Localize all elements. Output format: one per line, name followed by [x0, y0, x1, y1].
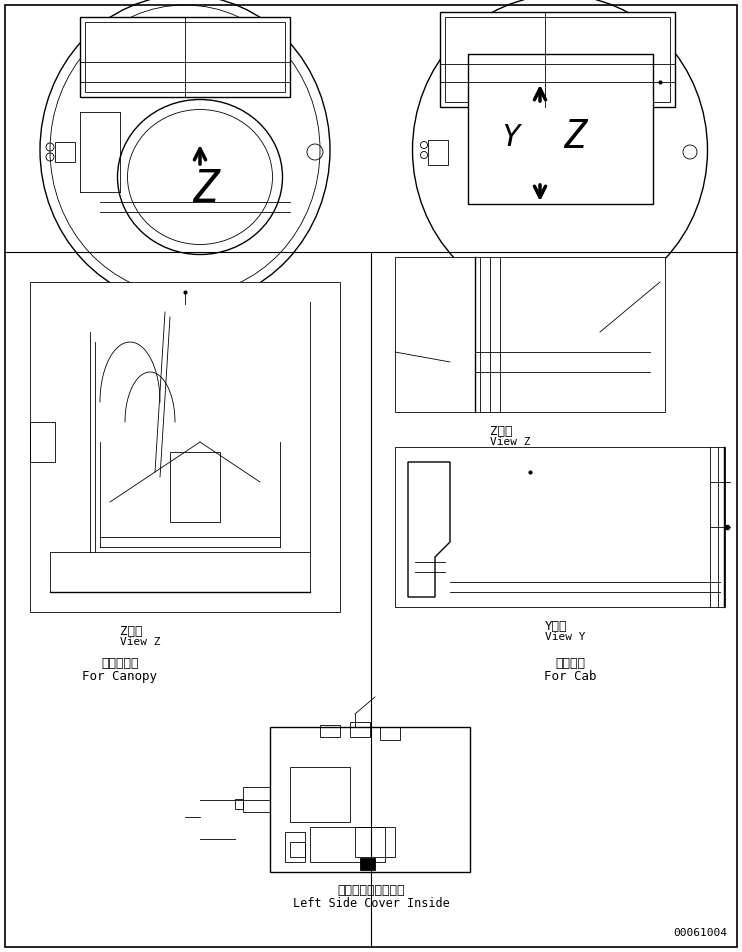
Bar — [30, 282, 340, 612]
Bar — [270, 727, 470, 872]
Bar — [355, 827, 395, 857]
Bar — [360, 858, 375, 870]
Bar — [440, 12, 675, 107]
Text: View Z: View Z — [120, 637, 160, 647]
Text: Y　視: Y 視 — [545, 620, 568, 633]
Bar — [243, 787, 270, 812]
Bar — [350, 722, 370, 737]
Bar — [235, 799, 243, 809]
Bar — [310, 827, 385, 862]
Text: Z　視: Z 視 — [120, 625, 142, 638]
Bar — [30, 422, 55, 462]
Bar — [170, 452, 220, 522]
Text: Left Side Cover Inside: Left Side Cover Inside — [292, 897, 450, 910]
Bar — [428, 140, 448, 165]
Bar — [468, 54, 653, 204]
Text: 左サイドカバー内側: 左サイドカバー内側 — [338, 884, 404, 897]
Text: 00061004: 00061004 — [673, 928, 727, 938]
Text: View Z: View Z — [490, 437, 531, 447]
Bar — [85, 22, 285, 92]
Bar — [395, 257, 665, 412]
Ellipse shape — [117, 100, 283, 254]
Text: Z　視: Z 視 — [490, 425, 513, 438]
Bar — [395, 447, 725, 607]
Bar — [290, 767, 350, 822]
Text: Z: Z — [563, 118, 587, 156]
Text: View Y: View Y — [545, 632, 585, 642]
Bar — [445, 17, 670, 102]
Text: キャノピ用: キャノピ用 — [101, 657, 139, 670]
Bar — [320, 725, 340, 737]
Bar — [380, 727, 400, 740]
Text: For Canopy: For Canopy — [82, 670, 157, 683]
Text: キャブ用: キャブ用 — [555, 657, 585, 670]
Text: Y: Y — [501, 123, 519, 151]
Text: Z: Z — [191, 168, 218, 210]
Bar — [80, 17, 290, 97]
Bar — [290, 842, 305, 857]
Text: For Cab: For Cab — [544, 670, 597, 683]
Bar — [285, 832, 305, 862]
